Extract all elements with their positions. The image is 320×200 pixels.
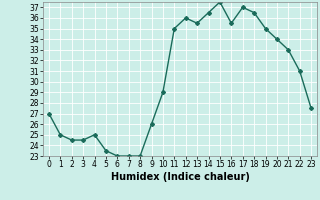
- X-axis label: Humidex (Indice chaleur): Humidex (Indice chaleur): [111, 172, 249, 182]
